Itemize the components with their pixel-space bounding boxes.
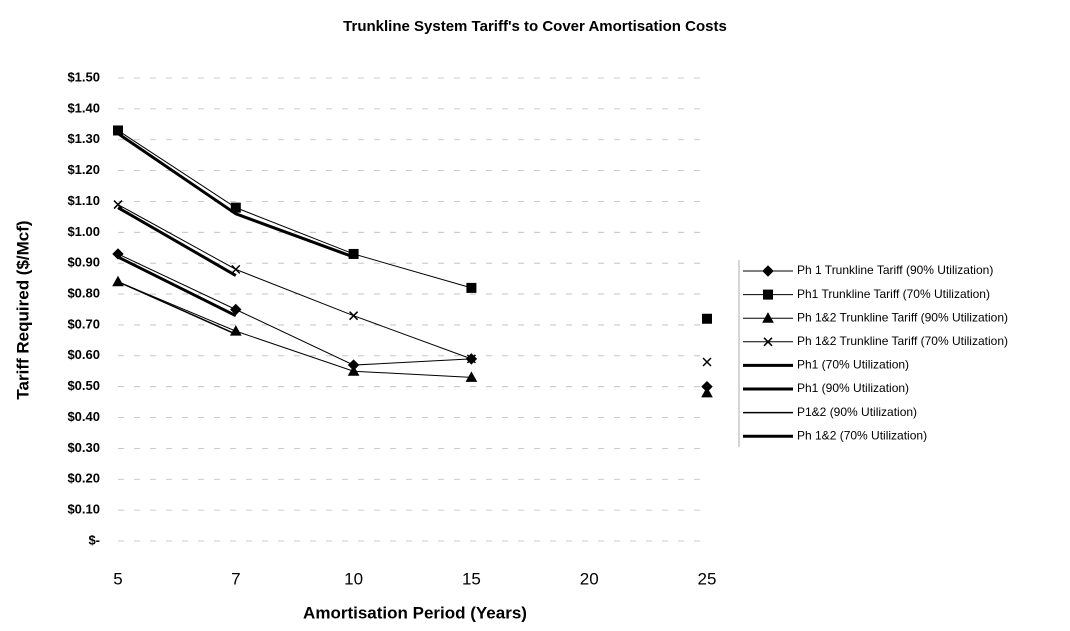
series-marker — [702, 313, 712, 324]
legend-label: Ph1 Trunkline Tariff (70% Utilization) — [797, 287, 990, 301]
legend-label: P1&2 (90% Utilization) — [797, 405, 917, 419]
series-marker — [349, 311, 359, 321]
y-tick-label: $- — [88, 532, 100, 547]
legend-label: Ph1 (90% Utilization) — [797, 381, 909, 395]
series-line — [117, 253, 472, 366]
x-tick-label: 15 — [462, 569, 481, 588]
legend-marker — [762, 312, 774, 323]
y-tick-label: $0.20 — [67, 471, 100, 486]
legend-label: Ph 1&2 Trunkline Tariff (70% Utilization… — [797, 334, 1008, 348]
y-tick-label: $0.50 — [67, 378, 100, 393]
x-tick-label: 10 — [344, 569, 363, 588]
series-marker — [231, 264, 241, 274]
y-tick-label: $1.30 — [67, 131, 100, 146]
y-tick-label: $1.40 — [67, 100, 100, 115]
series-line — [117, 281, 472, 378]
legend-label: Ph 1&2 (70% Utilization) — [797, 428, 927, 442]
series-marker — [466, 354, 476, 364]
y-tick-label: $0.70 — [67, 316, 100, 331]
legend-label: Ph 1 Trunkline Tariff (90% Utilization) — [797, 263, 993, 277]
x-tick-label: 25 — [698, 569, 717, 588]
series-marker — [113, 200, 123, 210]
y-tick-label: $0.10 — [67, 502, 100, 517]
y-axis-title: Tariff Required ($/Mcf) — [13, 220, 32, 399]
series-marker — [701, 386, 713, 398]
y-tick-label: $1.20 — [67, 162, 100, 177]
chart-title: Trunkline System Tariff's to Cover Amort… — [343, 18, 727, 35]
legend-marker — [763, 289, 773, 300]
series-marker — [347, 365, 360, 376]
legend-marker — [763, 337, 773, 347]
series-marker — [112, 248, 124, 260]
y-tick-label: $1.50 — [67, 69, 100, 84]
x-axis-title: Amortisation Period (Years) — [303, 603, 527, 622]
legend-marker — [762, 265, 774, 277]
series-marker — [112, 275, 124, 287]
y-tick-label: $0.30 — [67, 440, 100, 455]
x-tick-label: 5 — [113, 569, 122, 588]
series-line — [117, 130, 472, 289]
series-line — [117, 281, 237, 335]
x-tick-label: 20 — [580, 569, 599, 588]
series-marker — [702, 357, 712, 367]
y-tick-label: $0.90 — [67, 255, 100, 270]
y-tick-label: $1.00 — [67, 224, 100, 239]
y-tick-label: $0.60 — [67, 347, 100, 362]
legend-label: Ph1 (70% Utilization) — [797, 358, 909, 372]
series-marker — [466, 282, 477, 293]
y-tick-label: $0.80 — [67, 286, 100, 301]
y-tick-label: $1.10 — [67, 193, 100, 208]
series-line — [117, 255, 237, 318]
series-line — [117, 204, 472, 360]
series-line — [117, 132, 355, 259]
series-line — [117, 206, 237, 277]
x-tick-label: 7 — [231, 569, 240, 588]
y-tick-label: $0.40 — [67, 409, 100, 424]
legend-label: Ph 1&2 Trunkline Tariff (90% Utilization… — [797, 310, 1008, 324]
series-marker — [465, 371, 478, 382]
